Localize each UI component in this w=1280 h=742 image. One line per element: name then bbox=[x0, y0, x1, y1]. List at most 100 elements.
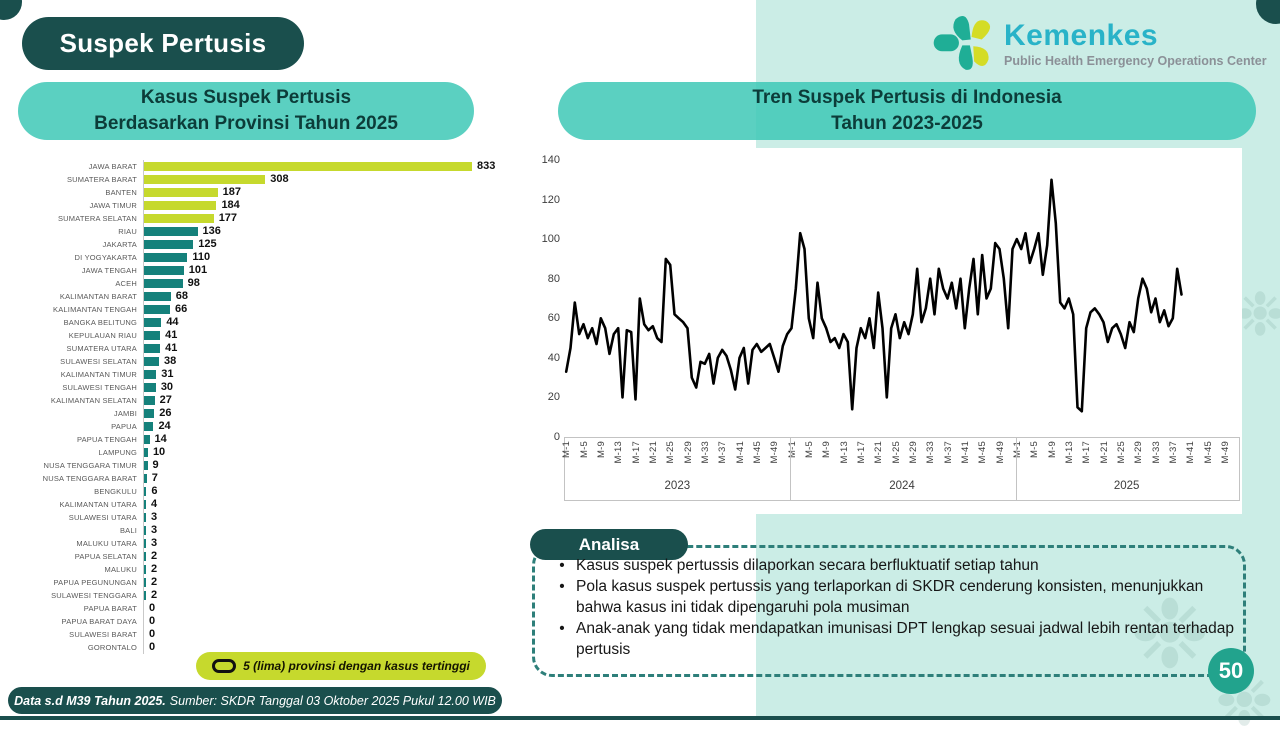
bar-row: BENGKULU 6 bbox=[28, 485, 500, 498]
bar-row: KEPULAUAN RIAU 41 bbox=[28, 329, 500, 342]
x-axis-tick-label: M-25 bbox=[665, 441, 677, 464]
bar-row: BANGKA BELITUNG 44 bbox=[28, 316, 500, 329]
footer-source: Sumber: SKDR Tanggal 03 Oktober 2025 Puk… bbox=[169, 693, 496, 708]
bar-value-label: 3 bbox=[151, 524, 158, 536]
bar-category-label: RIAU bbox=[118, 227, 137, 236]
x-axis-tick-label: M-21 bbox=[873, 441, 885, 464]
x-axis-tick-label: M-37 bbox=[717, 441, 729, 464]
bar bbox=[144, 305, 170, 314]
analysis-bullet-list: • Kasus suspek pertussis dilaporkan secar… bbox=[548, 556, 1238, 661]
bar bbox=[144, 357, 159, 366]
line-chart-title-line1: Tren Suspek Pertusis di Indonesia bbox=[752, 87, 1062, 109]
x-axis-band: M-1 M-5 M-9 M-13 M-17 M-21 M-25 M-29 M-33 M-37 M-4… bbox=[561, 437, 1240, 501]
bar-row: JAKARTA 125 bbox=[28, 238, 500, 251]
x-axis-tick-label: M-49 bbox=[994, 441, 1006, 464]
bar bbox=[144, 162, 472, 171]
bar-category-label: PAPUA PEGUNUNGAN bbox=[53, 578, 137, 587]
corner-dot-decoration bbox=[0, 0, 22, 20]
x-axis-tick-label: M-33 bbox=[1150, 441, 1162, 464]
slide-title-label: Suspek Pertusis bbox=[59, 28, 267, 58]
bar-category-label: NUSA TENGGARA BARAT bbox=[42, 474, 137, 483]
bar-row: KALIMANTAN TIMUR 31 bbox=[28, 368, 500, 381]
bar-value-label: 4 bbox=[151, 498, 158, 510]
bar bbox=[144, 279, 183, 288]
bar-row: BALI 3 bbox=[28, 524, 500, 537]
x-axis-tick-label: M-17 bbox=[1081, 441, 1093, 464]
year-label: 2025 bbox=[1113, 480, 1140, 492]
bar-category-label: PAPUA BARAT DAYA bbox=[61, 617, 137, 626]
bar-category-label: SUMATERA SELATAN bbox=[57, 214, 137, 223]
y-axis-tick-label: 0 bbox=[553, 431, 560, 443]
bar-category-label: JAMBI bbox=[113, 409, 137, 418]
bar-value-label: 2 bbox=[151, 550, 158, 562]
bar-row: MALUKU UTARA 3 bbox=[28, 537, 500, 550]
bar-category-label: JAWA TENGAH bbox=[81, 266, 137, 275]
bar-row: SUMATERA UTARA 41 bbox=[28, 342, 500, 355]
x-axis-tick-label: M-17 bbox=[856, 441, 868, 464]
bar-row: BANTEN 187 bbox=[28, 186, 500, 199]
bar bbox=[144, 188, 218, 197]
bar-category-label: SULAWESI UTARA bbox=[68, 513, 137, 522]
bar-chart-legend: 5 (lima) provinsi dengan kasus tertinggi bbox=[196, 652, 486, 680]
bar bbox=[144, 513, 146, 522]
bar-value-label: 9 bbox=[152, 459, 159, 471]
bar bbox=[144, 383, 156, 392]
bar-value-label: 0 bbox=[149, 641, 156, 653]
x-axis-tick-label: M-9 bbox=[596, 441, 608, 458]
x-axis-tick-label: M-5 bbox=[578, 441, 590, 458]
bar-value-label: 44 bbox=[166, 316, 179, 328]
bar bbox=[144, 565, 146, 574]
kemenkes-logo: Kemenkes Public Health Emergency Operati… bbox=[932, 10, 1267, 79]
bar-row: PAPUA PEGUNUNGAN 2 bbox=[28, 576, 500, 589]
bar bbox=[144, 448, 148, 457]
kemenkes-subtitle: Public Health Emergency Operations Cente… bbox=[1004, 54, 1267, 68]
bar bbox=[144, 370, 157, 379]
bar-row: LAMPUNG 10 bbox=[28, 446, 500, 459]
bar-row: PAPUA BARAT DAYA 0 bbox=[28, 615, 500, 628]
bar bbox=[144, 435, 150, 444]
y-axis-tick-label: 120 bbox=[541, 193, 560, 206]
bar-value-label: 41 bbox=[165, 342, 178, 354]
bar bbox=[144, 422, 154, 431]
x-axis-tick-label: M-49 bbox=[769, 441, 781, 464]
x-axis-tick-label: M-21 bbox=[648, 441, 660, 464]
bar-row: SULAWESI TENGAH 30 bbox=[28, 381, 500, 394]
bar-value-label: 30 bbox=[160, 381, 174, 393]
x-axis-tick-label: M-29 bbox=[682, 441, 694, 464]
bar-value-label: 101 bbox=[188, 264, 208, 276]
bar bbox=[144, 214, 214, 223]
bar-row: SULAWESI UTARA 3 bbox=[28, 511, 500, 524]
x-axis-tick-label: M-29 bbox=[908, 441, 920, 464]
bar-category-label: PAPUA TENGAH bbox=[76, 435, 137, 444]
y-axis-tick-label: 100 bbox=[541, 233, 560, 246]
x-axis-tick-label: M-45 bbox=[977, 441, 989, 464]
bar bbox=[144, 396, 155, 405]
bar-category-label: SULAWESI SELATAN bbox=[60, 357, 137, 366]
bar-value-label: 2 bbox=[151, 563, 158, 575]
bar-category-label: KEPULAUAN RIAU bbox=[68, 331, 137, 340]
bar bbox=[144, 344, 161, 353]
year-label: 2023 bbox=[664, 480, 691, 492]
bar-category-label: JAWA TIMUR bbox=[89, 201, 137, 210]
bar bbox=[144, 539, 146, 548]
line-chart-header: Tren Suspek Pertusis di Indonesia Tahun … bbox=[558, 82, 1256, 140]
analysis-title-pill: Analisa bbox=[530, 529, 688, 560]
x-axis-tick-label: M-13 bbox=[613, 441, 625, 464]
bar-category-label: PAPUA SELATAN bbox=[74, 552, 137, 561]
bar-category-label: DI YOGYAKARTA bbox=[74, 253, 137, 262]
x-axis-tick-label: M-9 bbox=[821, 441, 833, 458]
x-axis-tick-label: M-13 bbox=[1064, 441, 1076, 464]
bar-value-label: 2 bbox=[151, 589, 158, 601]
bar bbox=[144, 318, 162, 327]
x-axis-tick-label: M-1 bbox=[786, 441, 798, 458]
bar-category-label: KALIMANTAN SELATAN bbox=[50, 396, 137, 405]
bar-category-label: MALUKU UTARA bbox=[76, 539, 137, 548]
bar-value-label: 308 bbox=[270, 173, 289, 185]
x-axis-tick-label: M-33 bbox=[700, 441, 712, 464]
y-axis-tick-label: 20 bbox=[547, 391, 560, 404]
x-axis-tick-label: M-21 bbox=[1098, 441, 1110, 464]
bar-value-label: 31 bbox=[161, 368, 174, 380]
y-axis-tick-label: 40 bbox=[547, 351, 560, 364]
bar-row: JAWA TIMUR 184 bbox=[28, 199, 500, 212]
bar-category-label: KALIMANTAN TIMUR bbox=[60, 370, 137, 379]
